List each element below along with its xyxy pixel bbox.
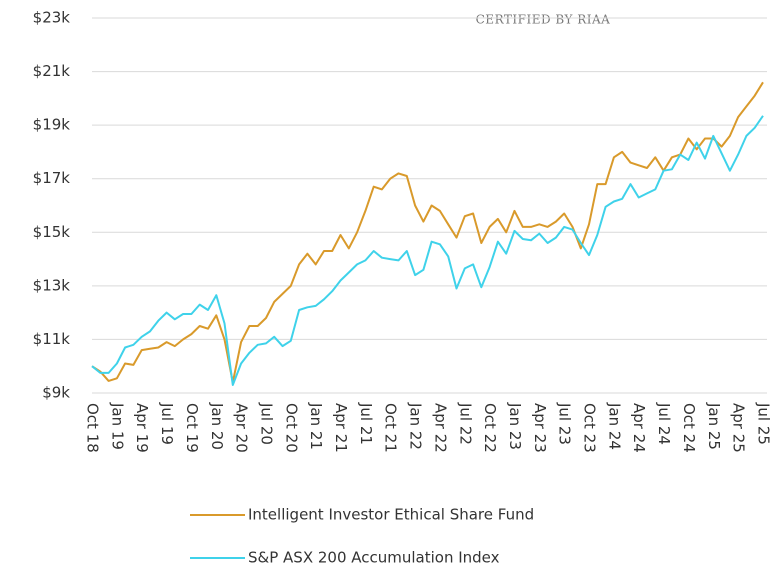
x-tick-label: Oct 18: [84, 403, 102, 453]
x-tick-label: Jan 21: [307, 402, 325, 450]
x-tick-label: Apr 25: [730, 403, 748, 453]
x-tick-label: Jul 19: [158, 402, 176, 445]
y-tick-label: $19k: [33, 116, 71, 134]
series-line: [91, 81, 764, 384]
x-tick-label: Apr 23: [531, 403, 549, 453]
y-tick-label: $23k: [33, 9, 71, 27]
x-tick-label: Oct 20: [282, 403, 300, 453]
x-tick-label: Jan 24: [605, 402, 623, 450]
x-tick-label: Jul 25: [755, 402, 773, 445]
x-tick-label: Jan 25: [705, 402, 723, 450]
series-line: [91, 115, 764, 386]
x-tick-label: Apr 20: [233, 403, 251, 453]
legend-label: S&P ASX 200 Accumulation Index: [248, 549, 500, 567]
x-tick-label: Jul 21: [357, 402, 375, 445]
x-tick-label: Oct 23: [581, 403, 599, 453]
x-tick-label: Apr 22: [431, 403, 449, 453]
x-tick-label: Jul 23: [556, 402, 574, 445]
y-tick-label: $21k: [33, 62, 71, 80]
y-tick-label: $9k: [42, 384, 70, 402]
x-tick-label: Jan 19: [108, 402, 126, 450]
y-tick-label: $15k: [33, 223, 71, 241]
y-tick-label: $13k: [33, 276, 71, 294]
x-tick-label: Apr 21: [332, 403, 350, 453]
x-tick-label: Apr 19: [133, 403, 151, 453]
annotation: CERTIFIED BY RIAA: [476, 13, 611, 27]
x-tick-label: Jan 20: [208, 402, 226, 450]
x-tick-label: Jul 24: [655, 402, 673, 445]
legend-label: Intelligent Investor Ethical Share Fund: [248, 506, 534, 524]
x-tick-label: Jul 20: [257, 402, 275, 445]
x-tick-label: Oct 21: [382, 403, 400, 453]
x-tick-label: Oct 24: [680, 403, 698, 453]
y-tick-label: $17k: [33, 169, 71, 187]
x-tick-label: Oct 19: [183, 403, 201, 453]
x-tick-label: Apr 24: [630, 403, 648, 453]
x-tick-label: Jan 22: [407, 402, 425, 450]
x-tick-label: Jul 22: [456, 402, 474, 445]
y-tick-label: $11k: [33, 330, 71, 348]
x-tick-label: Jan 23: [506, 402, 524, 450]
x-tick-label: Oct 22: [481, 403, 499, 453]
